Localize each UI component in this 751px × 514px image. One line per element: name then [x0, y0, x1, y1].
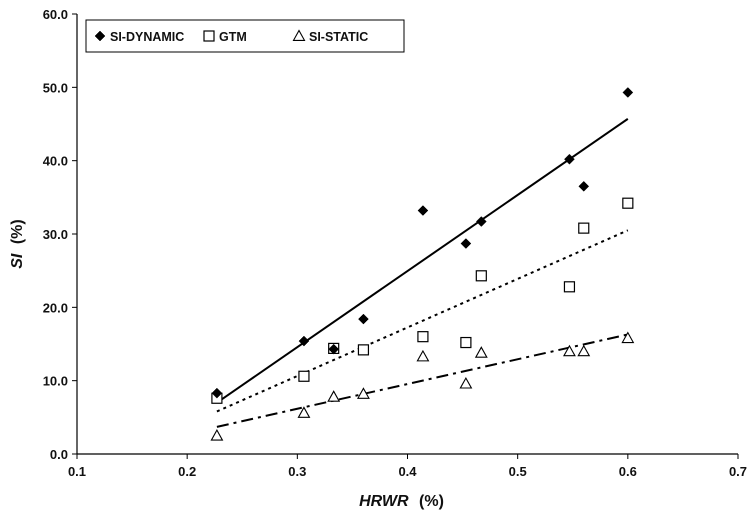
gtm-point	[475, 270, 487, 282]
y-axis-title: SI (%)	[9, 219, 26, 268]
legend: SI-DYNAMIC GTM SI-STATIC	[85, 19, 405, 53]
si-static-trendline	[216, 333, 629, 428]
x-tick-label: 0.2	[178, 464, 196, 479]
si-static-point	[356, 387, 370, 399]
si-dynamic-legend-marker	[94, 30, 106, 42]
gtm-point	[460, 336, 472, 349]
si-dynamic-point	[417, 205, 429, 216]
si-static-point	[327, 390, 341, 402]
si-dynamic-point	[475, 216, 487, 227]
y-tick-label: 30.0	[43, 227, 68, 242]
gtm-point	[417, 331, 429, 343]
si-static-point	[577, 344, 591, 357]
si-dynamic-point	[564, 153, 575, 165]
y-tick-label: 40.0	[43, 154, 68, 169]
si-static-point	[416, 349, 430, 362]
y-tick-label: 0.0	[50, 447, 68, 462]
x-axis-unit: (%)	[419, 493, 444, 510]
si-dynamic-point	[211, 387, 223, 399]
x-tick-label: 0.3	[288, 464, 306, 479]
si-static-point	[621, 331, 635, 344]
si-dynamic-point	[358, 313, 369, 325]
gtm-point	[622, 197, 634, 209]
y-tick-label: 50.0	[43, 80, 68, 95]
si-dynamic-legend-label: SI-DYNAMIC	[110, 30, 184, 44]
axes: 0.1 0.2 0.3 0.4 0.5 0.6 0.7 0.0 10.0 20.0 30.0 40.0…	[43, 7, 747, 479]
gtm-legend-label: GTM	[219, 30, 247, 44]
gtm-point	[357, 344, 370, 356]
legend-box	[85, 19, 405, 53]
si-static-point	[474, 346, 488, 358]
si-static-legend-label: SI-STATIC	[309, 30, 368, 44]
x-tick-label: 0.1	[68, 464, 86, 479]
y-tick-label: 20.0	[43, 300, 68, 315]
trendlines	[216, 118, 629, 428]
gtm-point	[563, 281, 576, 293]
x-tick-label: 0.7	[729, 464, 747, 479]
gtm-legend-marker	[203, 30, 215, 42]
gtm-point	[578, 222, 590, 234]
x-tick-label: 0.5	[509, 464, 527, 479]
si-dynamic-point	[328, 343, 340, 355]
si-static-point	[459, 376, 473, 389]
si-static-point	[563, 344, 576, 357]
data-points	[210, 87, 635, 441]
gtm-trendline	[216, 229, 629, 413]
x-tick-label: 0.4	[398, 464, 417, 479]
si-dynamic-point	[460, 238, 472, 249]
y-tick-label: 60.0	[43, 7, 68, 22]
si-dynamic-point	[622, 87, 634, 98]
x-tick-label: 0.6	[619, 464, 637, 479]
x-axis-var: HRWR	[359, 493, 409, 510]
x-axis-title: HRWR (%)	[359, 493, 444, 510]
si-dynamic-trendline	[216, 118, 629, 404]
y-axis-unit: (%)	[9, 219, 26, 244]
si-dynamic-point	[578, 180, 590, 192]
si-dynamic-point	[298, 335, 310, 347]
si-static-legend-marker	[292, 29, 306, 41]
si-static-point	[210, 429, 224, 441]
y-tick-label: 10.0	[43, 374, 68, 389]
gtm-point	[298, 370, 310, 382]
y-axis-var: SI	[9, 253, 26, 269]
si-static-point	[297, 406, 311, 418]
